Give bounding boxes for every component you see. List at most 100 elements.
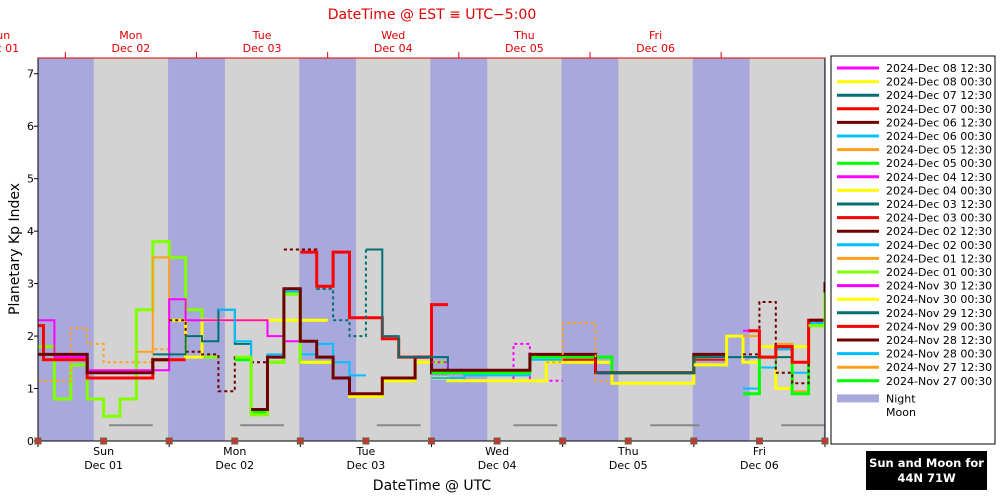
legend-entry-label: 2024-Dec 07 00:30	[886, 103, 992, 116]
top-tick-label-day: Tue	[252, 29, 272, 42]
moon-event-marker	[559, 437, 567, 445]
x-tick-label-date: Dec 03	[347, 459, 386, 472]
legend-night-swatch	[837, 394, 879, 403]
x-tick-label-day: Wed	[485, 445, 509, 458]
kp-step-trace	[218, 290, 366, 411]
legend-entry-label: 2024-Nov 30 12:30	[886, 280, 992, 293]
x-tick-label-day: Sun	[93, 445, 114, 458]
x-tick-label-day: Mon	[223, 445, 246, 458]
x-tick-label-day: Tue	[356, 445, 376, 458]
legend-moon-swatch	[836, 407, 880, 417]
moon-event-marker	[428, 437, 435, 445]
moon-event-marker	[362, 437, 370, 445]
location-badge: Sun and Moon for 44N 71W	[866, 451, 987, 490]
top-tick-label-day: Thu	[513, 29, 535, 42]
legend-entry-label: 2024-Dec 05 12:30	[886, 144, 992, 157]
legend-moon-label: Moon	[886, 406, 916, 419]
moon-event-marker	[296, 437, 304, 445]
y-tick-label: 5	[27, 173, 34, 186]
y-axis-title: Planetary Kp Index	[7, 183, 23, 315]
legend-entry-label: 2024-Dec 07 12:30	[886, 89, 992, 102]
moon-event-marker	[821, 437, 829, 445]
top-tick-label-date: Dec 01	[0, 42, 19, 55]
kp-step-trace	[38, 298, 301, 372]
night-band	[561, 58, 619, 441]
legend-entry-label: 2024-Dec 03 00:30	[886, 212, 992, 225]
top-tick-label-date: Dec 04	[374, 42, 413, 55]
kp-step-trace	[251, 287, 448, 411]
legend-entry-label: 2024-Nov 28 00:30	[886, 348, 992, 361]
night-band	[38, 58, 94, 441]
moon-event-marker	[165, 437, 173, 445]
x-axis-title: DateTime @ UTC	[373, 478, 492, 494]
badge-line-1: Sun and Moon for	[869, 456, 984, 470]
legend-entry-label: 2024-Dec 08 12:30	[886, 62, 992, 75]
legend-entry-label: 2024-Nov 28 12:30	[886, 334, 992, 347]
moon-event-marker	[100, 437, 108, 445]
moon-event-marker	[231, 437, 239, 445]
badge-line-2: 44N 71W	[897, 471, 956, 485]
top-tick-label-date: Dec 05	[505, 42, 544, 55]
top-tick-label-date: Dec 03	[243, 42, 282, 55]
y-tick-label: 7	[27, 68, 34, 81]
legend-entry-label: 2024-Nov 27 12:30	[886, 361, 992, 374]
moon-event-marker	[34, 437, 42, 445]
kp-step-trace	[743, 290, 825, 396]
legend-entry-label: 2024-Dec 01 12:30	[886, 252, 992, 265]
legend-entry-label: 2024-Nov 29 12:30	[886, 307, 992, 320]
night-band	[692, 58, 750, 441]
legend-entry-label: 2024-Dec 02 12:30	[886, 225, 992, 238]
top-tick-label-date: Dec 06	[636, 42, 675, 55]
legend-entry-label: 2024-Dec 06 00:30	[886, 130, 992, 143]
top-tick-label-day: Sun	[0, 29, 10, 42]
legend-entry-label: 2024-Dec 01 00:30	[886, 266, 992, 279]
x-tick-label-date: Dec 02	[215, 459, 254, 472]
kp-step-trace	[38, 352, 170, 375]
kp-step-trace	[316, 248, 383, 338]
night-band	[430, 58, 488, 441]
kp-step-trace	[431, 358, 580, 379]
legend-entry-label: 2024-Dec 06 12:30	[886, 116, 992, 129]
kp-step-trace	[38, 240, 219, 418]
y-tick-label: 3	[27, 278, 34, 291]
top-tick-label-day: Mon	[119, 29, 142, 42]
top-tick-label-day: Wed	[381, 29, 405, 42]
moon-event-marker	[624, 437, 632, 445]
top-axis-title: DateTime @ EST ≡ UTC−5:00	[328, 7, 536, 23]
moon-event-marker	[493, 437, 501, 445]
x-tick-label-date: Dec 01	[84, 459, 123, 472]
moon-event-marker	[690, 437, 698, 445]
night-band	[299, 58, 357, 441]
legend-entry-label: 2024-Dec 08 00:30	[886, 76, 992, 89]
x-tick-label-day: Thu	[617, 445, 639, 458]
legend-entry-label: 2024-Dec 03 12:30	[886, 198, 992, 211]
y-tick-label: 1	[27, 383, 34, 396]
legend-night-label: Night	[886, 392, 916, 405]
night-band	[823, 58, 825, 441]
y-tick-label: 4	[27, 225, 34, 238]
legend-entry-label: 2024-Nov 30 00:30	[886, 293, 992, 306]
y-tick-label: 6	[27, 120, 34, 133]
kp-step-trace	[431, 360, 711, 385]
x-tick-label-date: Dec 05	[609, 459, 648, 472]
top-tick-label-day: Fri	[649, 29, 662, 42]
legend-entry-label: 2024-Nov 29 00:30	[886, 320, 992, 333]
legend-entry-label: 2024-Dec 04 00:30	[886, 184, 992, 197]
x-tick-label-date: Dec 04	[478, 459, 517, 472]
y-tick-label: 2	[27, 330, 34, 343]
top-tick-label-date: Dec 02	[112, 42, 151, 55]
night-band	[168, 58, 225, 441]
kp-step-trace	[546, 322, 612, 382]
moon-event-marker	[755, 437, 763, 445]
legend-entry-label: 2024-Nov 27 00:30	[886, 375, 992, 388]
legend-entry-label: 2024-Dec 02 00:30	[886, 239, 992, 252]
legend-entry-label: 2024-Dec 05 00:30	[886, 157, 992, 170]
y-tick-label: 0	[27, 435, 34, 448]
series-traces	[38, 240, 825, 418]
x-tick-label-day: Fri	[753, 445, 766, 458]
legend-entry-label: 2024-Dec 04 12:30	[886, 171, 992, 184]
x-tick-label-date: Dec 06	[740, 459, 779, 472]
